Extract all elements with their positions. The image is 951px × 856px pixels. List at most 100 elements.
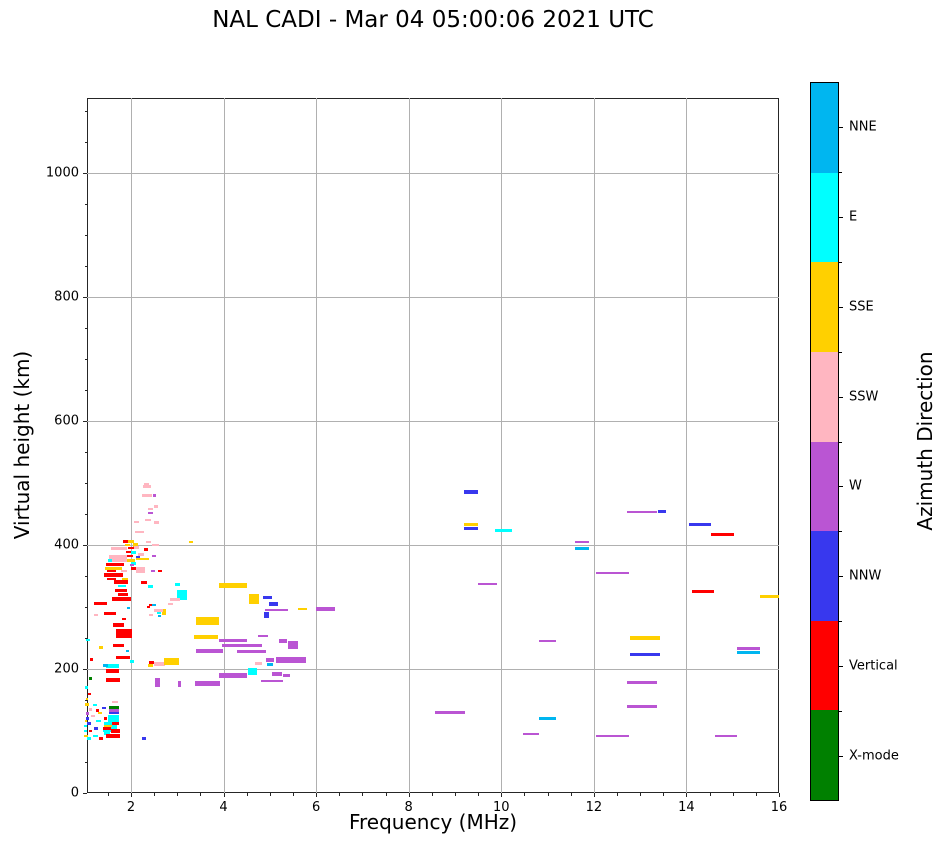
y-tick <box>83 173 87 175</box>
colorbar-tick <box>839 756 843 758</box>
data-mark <box>194 681 221 687</box>
y-tick <box>83 545 87 546</box>
data-mark <box>88 729 92 733</box>
data-mark <box>258 634 268 638</box>
data-mark <box>575 547 590 550</box>
data-mark <box>196 648 223 654</box>
y-tick-label: 0 <box>70 785 79 801</box>
data-mark <box>148 664 153 667</box>
data-mark <box>595 571 629 575</box>
data-mark <box>164 657 180 666</box>
colorbar-tick-label: X-mode <box>849 748 899 764</box>
x-tick-label: 16 <box>770 800 788 815</box>
colorbar-boundary-tick <box>839 171 842 173</box>
x-tick-label: 8 <box>404 800 413 815</box>
x-minor-tick <box>107 793 109 796</box>
data-mark <box>658 509 667 514</box>
data-mark <box>108 554 128 563</box>
x-minor-tick <box>177 793 179 796</box>
data-mark <box>126 550 131 554</box>
data-mark <box>111 546 128 550</box>
data-mark <box>287 641 299 650</box>
y-minor-tick <box>84 700 87 701</box>
data-mark <box>84 703 90 706</box>
data-mark <box>86 638 90 642</box>
data-mark <box>93 734 98 738</box>
data-mark <box>275 657 306 664</box>
colorbar-segment-X-mode <box>811 710 838 800</box>
data-mark <box>248 594 259 604</box>
x-tick-label: 4 <box>219 800 228 815</box>
data-mark <box>152 555 156 558</box>
data-mark <box>247 668 257 675</box>
data-mark <box>297 607 307 610</box>
x-minor-tick <box>154 793 156 796</box>
data-mark <box>106 577 117 581</box>
data-mark <box>138 553 144 556</box>
colorbar-boundary-tick <box>839 531 842 533</box>
data-mark <box>107 559 113 562</box>
y-minor-tick <box>84 762 87 763</box>
data-mark <box>495 528 512 532</box>
gridline-y <box>87 297 779 298</box>
data-mark <box>112 597 131 601</box>
data-mark <box>133 543 138 547</box>
x-tick-label: 6 <box>311 800 321 815</box>
x-tick-label: 2 <box>126 800 136 815</box>
data-mark <box>143 482 149 485</box>
data-mark <box>111 700 118 704</box>
data-mark <box>102 664 109 668</box>
x-minor-tick <box>663 793 665 796</box>
data-mark <box>115 588 127 592</box>
data-mark <box>149 613 153 617</box>
colorbar-tick-label: NNW <box>849 568 882 584</box>
data-mark <box>148 511 153 514</box>
data-mark <box>106 734 121 738</box>
data-mark <box>104 611 116 615</box>
data-mark <box>113 580 128 585</box>
data-mark <box>262 596 273 599</box>
data-mark <box>134 521 139 524</box>
data-mark <box>130 567 136 570</box>
x-minor-tick <box>292 793 294 796</box>
data-mark <box>595 734 629 738</box>
chart-title: NAL CADI - Mar 04 05:00:06 2021 UTC <box>212 7 654 33</box>
y-minor-tick <box>84 142 87 144</box>
data-mark <box>162 609 167 615</box>
data-mark <box>278 638 287 644</box>
gridline-x <box>593 98 595 793</box>
data-mark <box>103 572 124 577</box>
data-mark <box>135 566 145 573</box>
data-mark <box>94 613 99 617</box>
data-mark <box>108 717 120 720</box>
data-mark <box>85 697 89 700</box>
data-mark <box>143 485 151 488</box>
data-mark <box>629 636 660 640</box>
data-mark <box>93 703 97 707</box>
data-mark <box>269 601 278 607</box>
data-mark <box>84 719 88 723</box>
data-mark <box>152 494 157 497</box>
data-mark <box>142 494 153 497</box>
y-axis-label: Virtual height (km) <box>10 350 34 540</box>
colorbar <box>810 82 839 801</box>
data-mark <box>188 540 194 544</box>
data-mark <box>265 608 289 612</box>
data-mark <box>143 548 148 551</box>
data-mark <box>142 737 146 740</box>
data-mark <box>102 727 112 730</box>
data-mark <box>88 708 92 711</box>
plot-area <box>87 98 779 793</box>
x-tick <box>686 793 688 797</box>
data-mark <box>89 677 93 680</box>
y-tick-label: 800 <box>54 289 79 305</box>
x-minor-tick <box>385 793 387 796</box>
x-minor-tick <box>478 793 480 796</box>
x-minor-tick <box>755 793 757 796</box>
x-minor-tick <box>732 793 734 796</box>
data-mark <box>90 658 93 661</box>
x-minor-tick <box>616 793 618 796</box>
data-mark <box>177 680 182 687</box>
data-mark <box>156 611 161 615</box>
colorbar-tick <box>839 576 843 578</box>
